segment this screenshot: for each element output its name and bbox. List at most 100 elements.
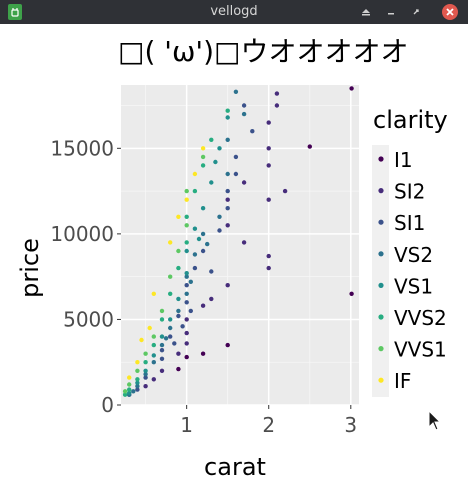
data-point <box>209 269 214 274</box>
legend-key <box>378 219 384 225</box>
data-point <box>159 308 165 314</box>
data-point <box>147 325 152 331</box>
y-tick-label: 0 <box>101 393 114 417</box>
data-point <box>151 334 156 339</box>
data-point <box>233 154 239 160</box>
data-point <box>233 171 239 177</box>
data-point <box>200 303 206 308</box>
data-point <box>209 296 214 302</box>
x-axis-label: carat <box>204 453 266 481</box>
data-point <box>192 171 198 177</box>
data-point <box>151 353 156 358</box>
data-point <box>225 283 230 288</box>
data-point <box>159 368 165 373</box>
data-point <box>184 188 189 194</box>
data-point <box>188 279 193 284</box>
data-point <box>184 341 189 346</box>
data-point <box>200 146 206 151</box>
data-point <box>163 336 169 341</box>
legend-key <box>378 314 384 320</box>
data-point <box>209 180 214 185</box>
maximize-icon[interactable] <box>408 4 424 20</box>
data-point <box>168 291 173 296</box>
data-point <box>176 351 181 356</box>
data-point <box>184 274 189 279</box>
legend-item-label: SI1 <box>394 211 425 235</box>
data-point <box>217 146 222 151</box>
data-point <box>143 368 148 373</box>
legend-item-label: VVS2 <box>394 306 447 330</box>
data-point <box>200 351 206 356</box>
data-point <box>184 197 189 202</box>
data-point <box>127 387 132 392</box>
y-tick-label: 15000 <box>50 136 114 160</box>
data-point <box>159 334 165 339</box>
restore-icon[interactable] <box>383 4 399 20</box>
data-point <box>225 197 230 202</box>
data-point <box>225 206 230 211</box>
data-point <box>266 163 271 168</box>
legend-item-label: VS1 <box>394 274 433 298</box>
data-point <box>135 384 140 389</box>
data-point <box>168 240 173 245</box>
data-point <box>192 265 198 271</box>
data-points <box>122 86 354 397</box>
data-point <box>184 248 189 254</box>
y-tick-label: 10000 <box>50 222 114 246</box>
data-point <box>168 274 173 279</box>
data-point <box>122 389 128 394</box>
data-point <box>266 146 271 151</box>
axes: 1 2 3 0 5000 10000 15000 <box>50 136 357 437</box>
legend-key <box>378 188 384 194</box>
data-point <box>151 360 156 365</box>
legend-key <box>378 282 384 288</box>
data-point <box>225 108 230 113</box>
data-point <box>122 392 128 397</box>
title-bar[interactable]: vellogd <box>0 0 468 24</box>
data-point <box>168 325 173 331</box>
data-point <box>192 188 198 194</box>
data-point <box>168 334 173 339</box>
data-point <box>131 389 136 394</box>
data-point <box>184 283 189 288</box>
data-point <box>200 248 206 254</box>
legend-item-label: I1 <box>394 148 413 172</box>
data-point <box>184 271 189 276</box>
x-tick-label: 3 <box>344 413 357 437</box>
data-point <box>225 171 230 177</box>
data-point <box>200 206 206 211</box>
data-point <box>143 372 148 377</box>
data-point <box>135 368 140 373</box>
legend-item-label: IF <box>394 369 411 393</box>
x-tick-label: 1 <box>180 413 193 437</box>
data-point <box>176 366 181 372</box>
data-point <box>225 342 230 348</box>
data-point <box>143 360 148 365</box>
window-title: vellogd <box>210 4 258 19</box>
data-point <box>349 291 354 296</box>
data-point <box>151 377 156 382</box>
data-point <box>196 236 202 242</box>
data-point <box>225 137 230 142</box>
minimize-icon[interactable] <box>358 4 374 20</box>
data-point <box>151 342 156 348</box>
data-point <box>217 228 222 233</box>
data-point <box>184 214 189 219</box>
data-point <box>200 154 206 160</box>
data-point <box>349 86 354 91</box>
close-icon[interactable] <box>442 4 458 20</box>
data-point <box>135 377 140 382</box>
data-point <box>241 103 247 108</box>
plot-area: □( 'ω')□ウオオオオオ 1 2 3 0 5000 10000 15000 carat … <box>0 24 468 493</box>
data-point <box>192 252 198 257</box>
legend-title: clarity <box>373 106 448 134</box>
data-point <box>205 241 210 247</box>
data-point <box>209 137 214 142</box>
data-point <box>143 384 148 389</box>
legend-key <box>378 377 384 383</box>
legend-item-label: VS2 <box>394 243 433 267</box>
data-point <box>266 197 271 202</box>
data-point <box>250 129 255 134</box>
data-point <box>127 375 132 380</box>
